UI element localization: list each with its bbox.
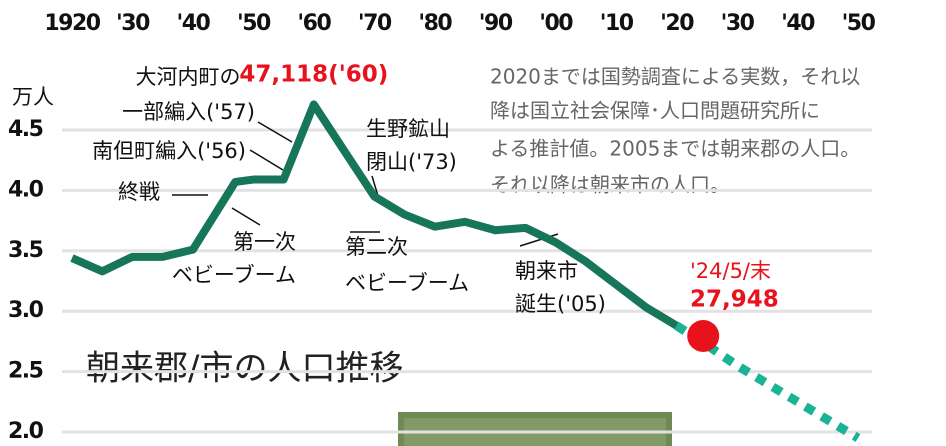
x-tick-label: '30 [721, 11, 755, 36]
chart: 万人 朝来郡/市の人口推移 2020までは国勢調査による実数，それ以降は国立社会… [0, 0, 946, 446]
annotation: 一部編入('57) [122, 100, 255, 124]
x-tick-label: '20 [660, 11, 694, 36]
y-tick-label: 4.5 [8, 117, 43, 142]
x-tick-label: '80 [418, 11, 452, 36]
x-tick-label: '10 [600, 11, 634, 36]
leader-line [258, 122, 292, 142]
y-unit: 万人 [12, 85, 54, 109]
y-tick-label: 4.0 [8, 177, 44, 202]
annotation: 南但町編入('56) [92, 139, 246, 163]
annotation: 生野鉱山 [366, 117, 450, 141]
annotation: 終戦 [118, 180, 160, 204]
note-line: それ以降は朝来市の人口。 [490, 173, 730, 197]
annotation: 閉山('73) [366, 150, 457, 174]
y-tick-label: 3.5 [8, 238, 43, 263]
x-tick-label: '90 [479, 11, 513, 36]
annotation: 朝来市 [515, 259, 578, 283]
x-tick-label: 1920 [44, 11, 100, 36]
latest-label: 27,948 [690, 287, 779, 313]
y-tick-label: 2.0 [8, 419, 44, 444]
annotation: ベビーブーム [345, 271, 469, 295]
x-tick-label: '00 [539, 11, 573, 36]
annotation: 第一次 [233, 230, 296, 254]
leader-line [250, 150, 283, 170]
x-tick-label: '50 [842, 11, 876, 36]
note-line: 2020までは国勢調査による実数，それ以 [490, 65, 860, 89]
annotation: ベビーブーム [172, 263, 296, 287]
annotation: 大河内町の [136, 65, 241, 89]
annotation: 誕生('05) [515, 292, 606, 316]
x-tick-label: '60 [297, 11, 331, 36]
x-tick-label: '70 [358, 11, 392, 36]
annotation: 第二次 [345, 235, 408, 259]
x-tick-label: '50 [237, 11, 271, 36]
x-tick-label: '30 [116, 11, 150, 36]
x-tick-label: '40 [781, 11, 815, 36]
y-tick-label: 2.5 [8, 359, 43, 384]
chart-title: 朝来郡/市の人口推移 [86, 349, 403, 389]
note-line: よる推計値。2005までは朝来郡の人口。 [490, 137, 860, 161]
latest-date: '24/5/末 [690, 259, 771, 283]
leader-line [232, 208, 260, 225]
value-label: 47,118('60) [239, 62, 388, 88]
x-tick-label: '40 [176, 11, 210, 36]
note-line: 降は国立社会保障･人口問題研究所に [490, 99, 820, 123]
latest-marker [687, 320, 719, 352]
y-tick-label: 3.0 [8, 298, 44, 323]
